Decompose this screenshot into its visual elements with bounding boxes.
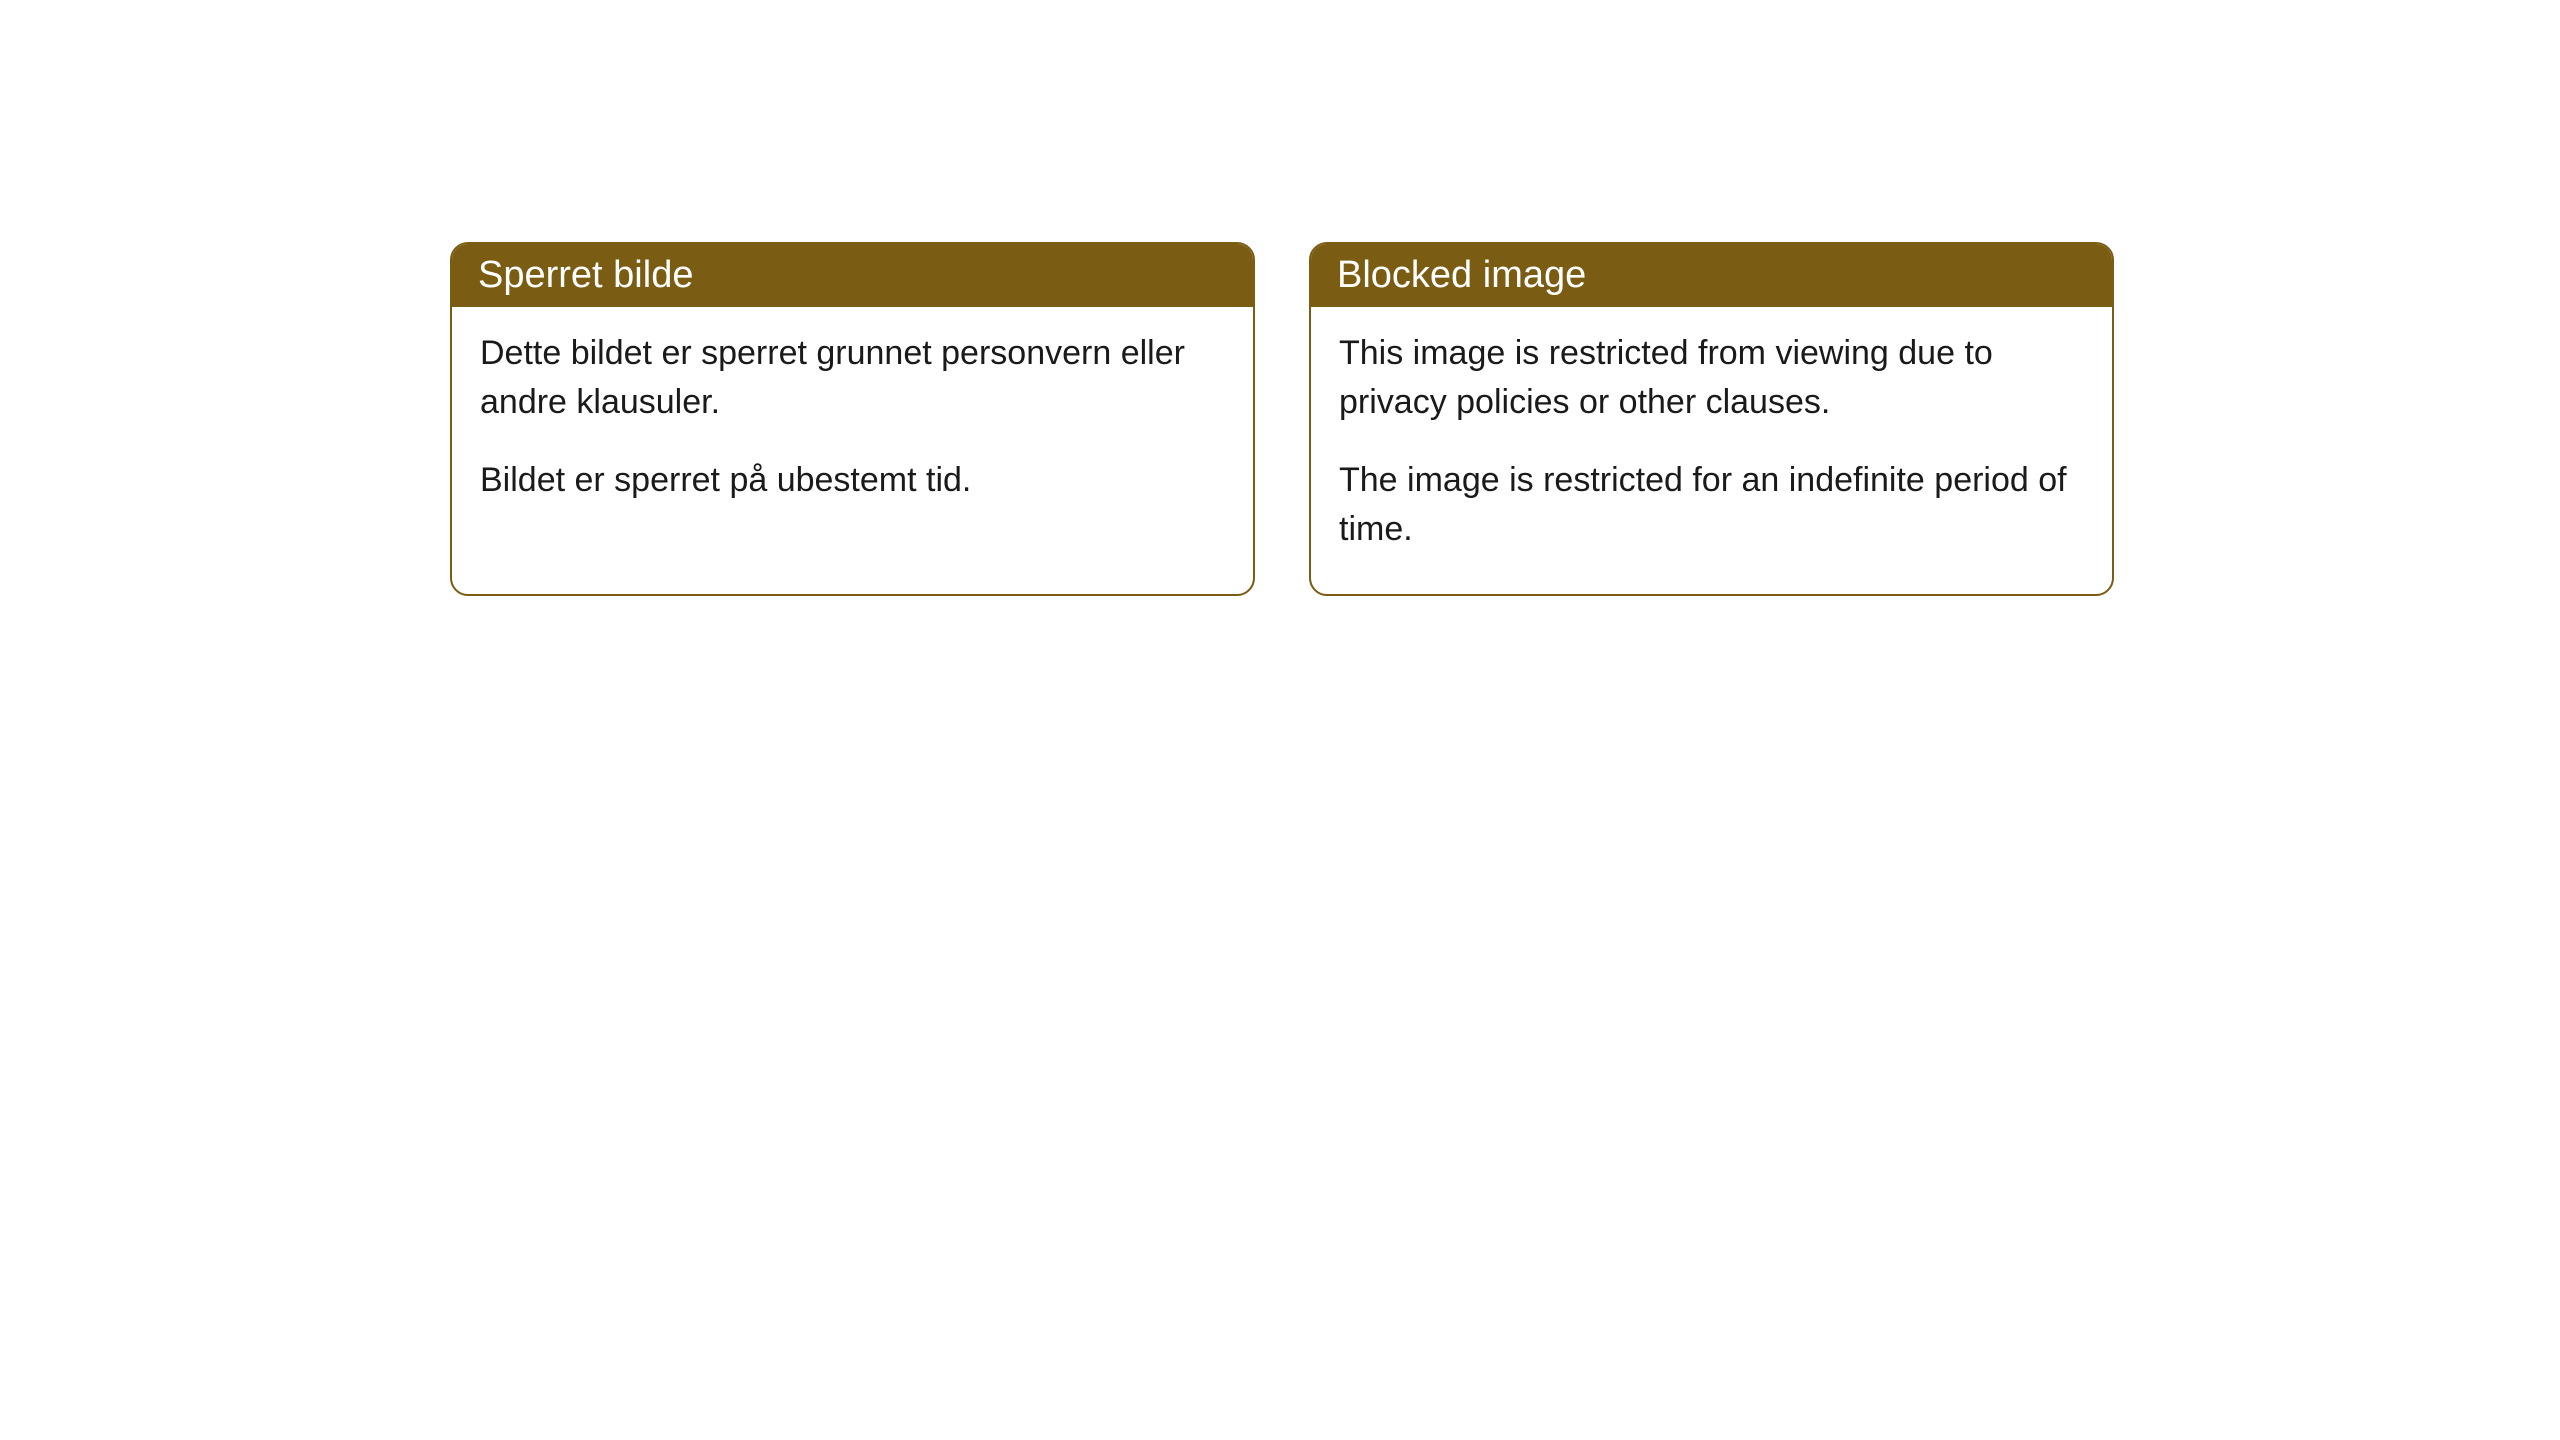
card-header-norwegian: Sperret bilde xyxy=(452,244,1253,307)
card-english: Blocked image This image is restricted f… xyxy=(1309,242,2114,596)
card-norwegian: Sperret bilde Dette bildet er sperret gr… xyxy=(450,242,1255,596)
card-header-english: Blocked image xyxy=(1311,244,2112,307)
card-title: Sperret bilde xyxy=(478,254,693,296)
card-paragraph: The image is restricted for an indefinit… xyxy=(1339,456,2084,555)
card-paragraph: Bildet er sperret på ubestemt tid. xyxy=(480,456,1225,505)
card-body-english: This image is restricted from viewing du… xyxy=(1311,307,2112,594)
card-title: Blocked image xyxy=(1337,254,1586,296)
cards-container: Sperret bilde Dette bildet er sperret gr… xyxy=(450,242,2114,596)
card-paragraph: Dette bildet er sperret grunnet personve… xyxy=(480,329,1225,428)
card-body-norwegian: Dette bildet er sperret grunnet personve… xyxy=(452,307,1253,545)
card-paragraph: This image is restricted from viewing du… xyxy=(1339,329,2084,428)
